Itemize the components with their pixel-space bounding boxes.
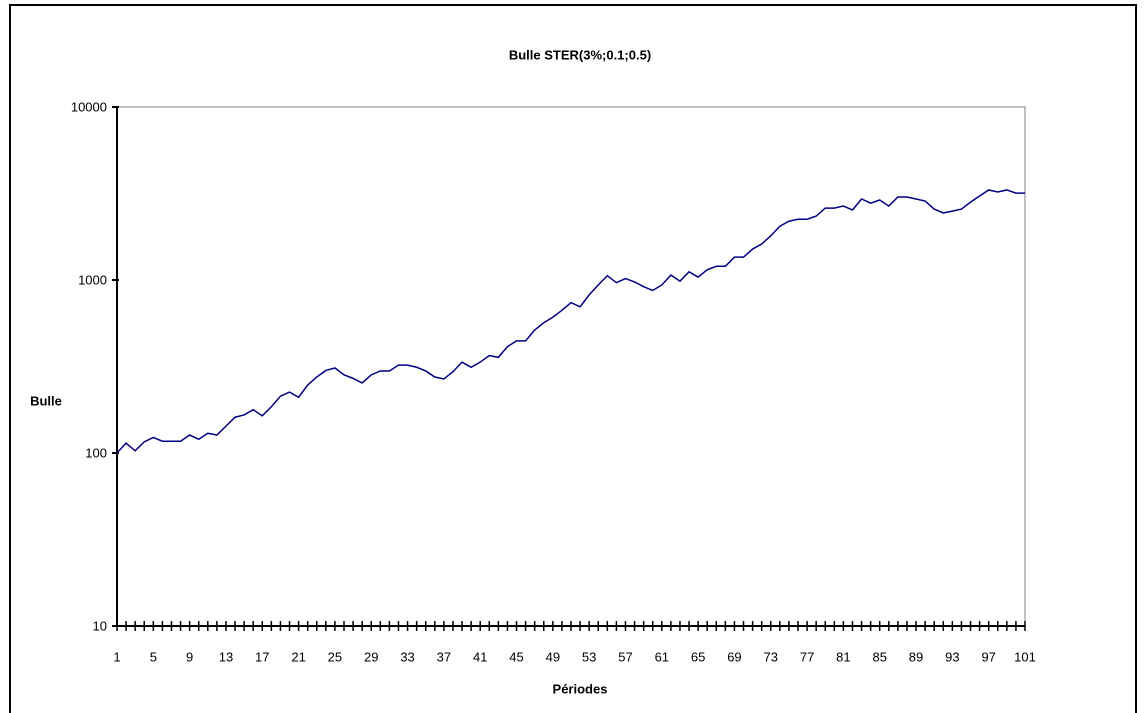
y-tick-label: 1000 [78,272,107,287]
x-tick-label: 77 [800,649,814,664]
x-tick-label: 49 [546,649,560,664]
x-tick-label: 33 [400,649,414,664]
x-tick-label: 81 [836,649,850,664]
y-tick-label: 10000 [71,99,107,114]
x-tick-label: 85 [872,649,886,664]
x-tick-label: 97 [981,649,995,664]
y-axis-label: Bulle [30,393,62,408]
plot-area [116,106,1026,627]
x-tick-label: 45 [509,649,523,664]
x-axis-label: Périodes [553,681,608,696]
x-tick-label: 93 [945,649,959,664]
x-tick-label: 69 [727,649,741,664]
data-line [116,189,1025,454]
chart-title: Bulle STER(3%;0.1;0.5) [509,47,651,62]
x-tick-label: 101 [1014,649,1036,664]
x-tick-label: 41 [473,649,487,664]
x-tick-label: 13 [219,649,233,664]
x-tick-label: 61 [655,649,669,664]
x-tick-label: 73 [764,649,778,664]
x-tick-label: 21 [291,649,305,664]
y-tick-label: 10 [93,618,107,633]
x-tick-label: 53 [582,649,596,664]
y-tick-label: 100 [85,445,107,460]
x-tick-label: 17 [255,649,269,664]
x-tick-label: 57 [618,649,632,664]
x-tick-label: 37 [437,649,451,664]
x-tick-label: 89 [909,649,923,664]
x-tick-label: 9 [186,649,193,664]
chart-frame [9,4,1137,713]
x-tick-label: 29 [364,649,378,664]
x-tick-label: 25 [328,649,342,664]
x-tick-label: 65 [691,649,705,664]
x-tick-label: 5 [150,649,157,664]
x-tick-label: 1 [113,649,120,664]
